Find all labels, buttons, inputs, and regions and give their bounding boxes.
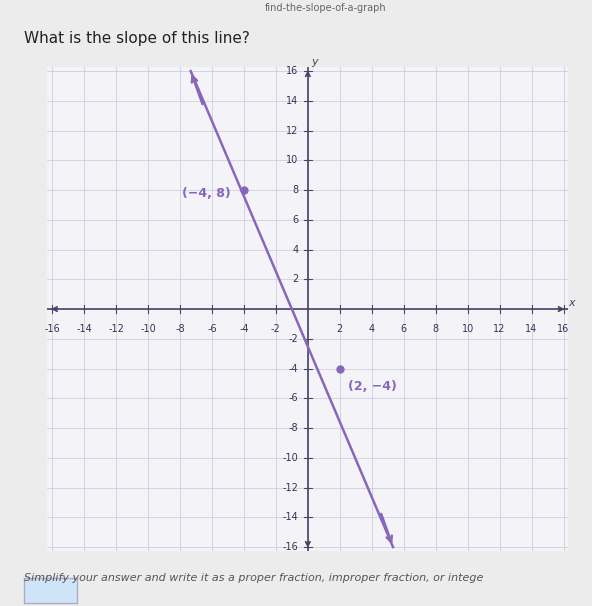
Text: -4: -4 bbox=[239, 324, 249, 334]
Text: -8: -8 bbox=[289, 423, 298, 433]
Text: 10: 10 bbox=[462, 324, 474, 334]
Text: 6: 6 bbox=[292, 215, 298, 225]
Text: -14: -14 bbox=[76, 324, 92, 334]
Text: 2: 2 bbox=[337, 324, 343, 334]
Text: -14: -14 bbox=[282, 512, 298, 522]
Text: 4: 4 bbox=[369, 324, 375, 334]
Text: -6: -6 bbox=[289, 393, 298, 403]
Text: -2: -2 bbox=[288, 334, 298, 344]
Text: -16: -16 bbox=[282, 542, 298, 552]
Text: -12: -12 bbox=[282, 482, 298, 493]
Text: 16: 16 bbox=[558, 324, 570, 334]
Text: 8: 8 bbox=[292, 185, 298, 195]
Text: find-the-slope-of-a-graph: find-the-slope-of-a-graph bbox=[265, 3, 387, 13]
Text: 12: 12 bbox=[493, 324, 506, 334]
Text: 16: 16 bbox=[286, 66, 298, 76]
Text: 14: 14 bbox=[286, 96, 298, 106]
Text: -2: -2 bbox=[271, 324, 281, 334]
Text: 4: 4 bbox=[292, 245, 298, 255]
Text: 8: 8 bbox=[433, 324, 439, 334]
Text: -10: -10 bbox=[140, 324, 156, 334]
Text: -10: -10 bbox=[282, 453, 298, 463]
Text: Simplify your answer and write it as a proper fraction, improper fraction, or in: Simplify your answer and write it as a p… bbox=[24, 573, 483, 583]
Text: 6: 6 bbox=[401, 324, 407, 334]
Text: -6: -6 bbox=[207, 324, 217, 334]
Text: x: x bbox=[568, 298, 575, 308]
Text: -16: -16 bbox=[44, 324, 60, 334]
Text: 14: 14 bbox=[526, 324, 538, 334]
Text: y: y bbox=[311, 58, 317, 67]
Text: 2: 2 bbox=[292, 275, 298, 284]
Text: (2, −4): (2, −4) bbox=[348, 381, 397, 393]
Text: -4: -4 bbox=[289, 364, 298, 373]
Text: 12: 12 bbox=[286, 125, 298, 136]
Text: -12: -12 bbox=[108, 324, 124, 334]
Text: (−4, 8): (−4, 8) bbox=[182, 187, 231, 199]
Text: -8: -8 bbox=[175, 324, 185, 334]
Text: 10: 10 bbox=[286, 155, 298, 165]
Text: What is the slope of this line?: What is the slope of this line? bbox=[24, 31, 250, 46]
